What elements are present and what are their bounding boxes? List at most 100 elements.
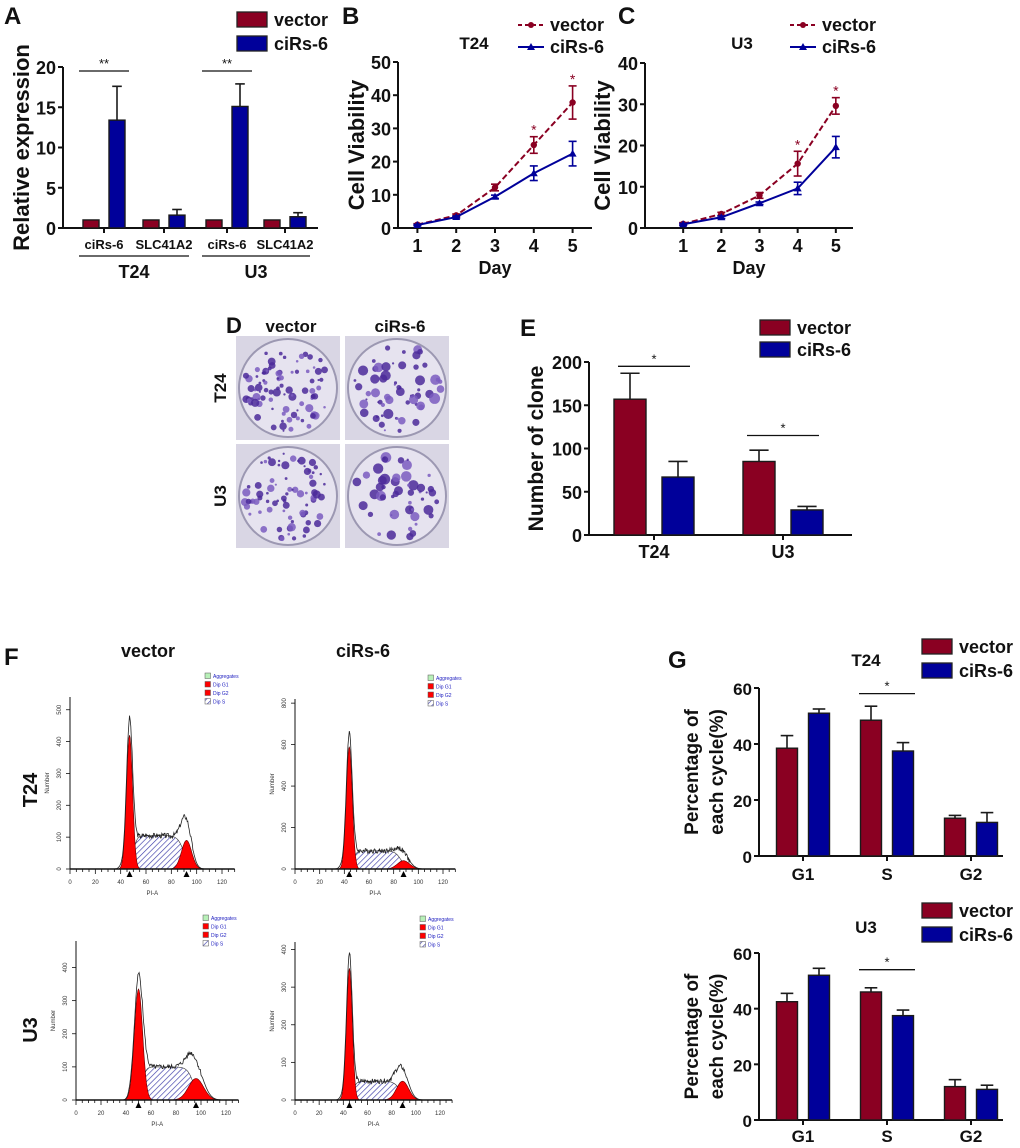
x-tick-label: S	[881, 1127, 892, 1146]
colony	[417, 348, 423, 355]
legend-swatch	[202, 914, 209, 921]
x-tick-label: 2	[716, 236, 726, 256]
legend-swatch	[204, 689, 211, 696]
data-point-vector	[530, 141, 537, 149]
colony	[254, 366, 260, 373]
legend-swatch	[419, 932, 426, 939]
y-tick-label: 150	[552, 396, 582, 416]
flow-histogram-U3-ciRs-6: 0 20 40 60 80 100 120 0 100 200 300 400 PI-A Number Ag…	[270, 915, 454, 1128]
x-tick-label: 0	[293, 1111, 297, 1117]
colony	[416, 483, 426, 493]
x-tick-label: 100	[192, 880, 203, 886]
colony	[323, 405, 326, 409]
colony	[302, 534, 307, 538]
colony	[261, 371, 265, 375]
colony	[282, 509, 286, 513]
colony	[294, 369, 300, 374]
column-header: vector	[121, 641, 175, 661]
colony	[269, 478, 275, 483]
bar-ciRs-6-SLC41A2	[289, 216, 307, 229]
colony	[287, 532, 291, 536]
y-tick-label: 20	[618, 137, 638, 157]
y-tick-label: 100	[57, 831, 63, 842]
colony	[372, 463, 384, 474]
peak-marker-icon	[346, 871, 353, 877]
colony	[303, 467, 311, 476]
legend-label: ciRs-6	[959, 925, 1013, 945]
panel-label: D	[226, 313, 242, 338]
bar-ciRs-6-G2	[975, 1088, 999, 1121]
legend-swatch	[427, 683, 434, 690]
colony	[437, 379, 443, 384]
bar-vector-SLC41A2	[263, 219, 281, 229]
x-tick-label: 120	[435, 1111, 446, 1117]
legend-marker-ciRs-6	[799, 43, 807, 50]
y-tick-label: 5	[46, 179, 56, 199]
colony	[260, 461, 263, 464]
x-axis-label: Day	[732, 258, 765, 278]
x-tick-label: 80	[390, 880, 397, 886]
y-tick-label: 300	[57, 768, 63, 779]
y-tick-label: 200	[552, 353, 582, 373]
colony-plate-U3-vector	[236, 444, 340, 548]
colony	[270, 424, 277, 431]
data-point-ciRs-6	[755, 199, 764, 207]
colony	[410, 508, 415, 512]
x-tick-label: 5	[831, 236, 841, 256]
colony	[286, 416, 293, 423]
legend-swatch	[427, 691, 434, 698]
legend-marker-vector	[528, 22, 534, 28]
colony	[276, 499, 280, 503]
series-line-ciRs-6	[682, 146, 837, 226]
colony	[299, 401, 305, 407]
colony	[281, 461, 290, 470]
colony	[276, 377, 280, 380]
colony	[379, 494, 386, 501]
y-tick-label: 60	[733, 945, 752, 964]
colony	[267, 456, 271, 460]
legend-label: ciRs-6	[274, 34, 328, 54]
x-tick-label: G1	[792, 865, 815, 884]
colony	[384, 345, 391, 351]
legend-label: vector	[797, 318, 851, 338]
x-tick-label: 120	[217, 880, 228, 886]
significance-marker: *	[884, 679, 889, 694]
colony	[307, 354, 313, 360]
legend-swatch	[427, 674, 434, 681]
colony	[397, 428, 402, 433]
colony	[358, 501, 368, 511]
x-tick-label: 40	[341, 880, 348, 886]
colony	[255, 375, 259, 378]
legend-swatch	[204, 681, 211, 688]
y-tick-label: 0	[63, 1098, 69, 1102]
colony	[323, 482, 326, 486]
colony	[302, 526, 310, 534]
y-axis-label: Number	[51, 1010, 57, 1031]
colony	[308, 458, 317, 467]
data-point-vector	[832, 102, 840, 110]
legend-label: Dip G1	[213, 683, 229, 689]
colony	[283, 393, 286, 396]
y-tick-label: 0	[628, 219, 638, 239]
colony	[272, 500, 278, 507]
colony	[297, 456, 306, 465]
colony	[265, 369, 269, 372]
chart-title: U3	[855, 918, 877, 937]
legend-label: Dip S	[428, 943, 441, 949]
panel-label: G	[668, 647, 687, 674]
colony	[380, 402, 386, 408]
legend-label: Aggregates	[211, 916, 237, 922]
colony	[316, 385, 322, 391]
y-tick-label: 15	[36, 98, 56, 118]
colony	[264, 351, 268, 356]
significance-marker: *	[531, 122, 537, 138]
colony-plate-T24-ciRs-6	[345, 336, 449, 440]
bar-ciRs-6-SLC41A2	[168, 214, 186, 229]
colony	[268, 458, 276, 467]
x-tick-label: 2	[451, 236, 461, 256]
colony	[377, 399, 383, 405]
colony-plate-T24-vector	[236, 336, 340, 440]
bar-vector-S	[859, 991, 883, 1121]
y-tick-label: 0	[57, 867, 63, 871]
